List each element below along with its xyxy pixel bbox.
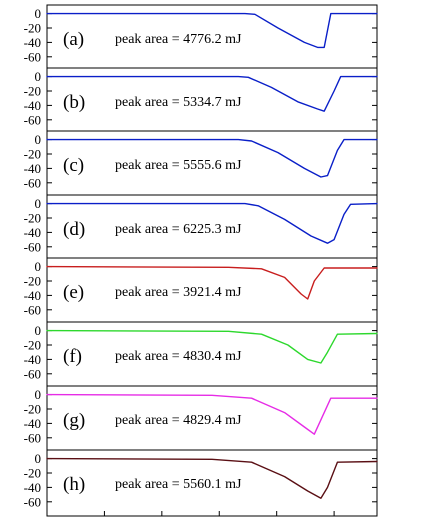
chart-panel: 0-20-40-60 (h) peak area = 5560.1 mJ bbox=[24, 449, 378, 517]
chart-panel: 0-20-40-60 (d) peak area = 6225.3 mJ bbox=[24, 194, 378, 259]
y-tick-label: -20 bbox=[24, 402, 41, 417]
y-tick-label: -40 bbox=[24, 161, 41, 176]
chart-panel: 0-20-40-60 (e) peak area = 3921.4 mJ bbox=[24, 257, 378, 323]
y-tick-label: -20 bbox=[24, 84, 41, 99]
y-tick-label: -40 bbox=[24, 225, 41, 240]
series-line bbox=[46, 202, 378, 244]
chart-panel: 0-20-40-60 (f) peak area = 4830.4 mJ bbox=[24, 321, 378, 387]
series-line bbox=[46, 75, 378, 112]
y-tick-label: -20 bbox=[24, 274, 41, 289]
chart-panel: 0-20-40-60 (c) peak area = 5555.6 mJ bbox=[24, 130, 378, 196]
y-tick-label: -40 bbox=[24, 352, 41, 367]
y-tick-label: -20 bbox=[24, 338, 41, 353]
y-tick-label: -20 bbox=[24, 211, 41, 226]
y-tick-label: -20 bbox=[24, 466, 41, 481]
series-line bbox=[46, 138, 378, 178]
y-tick-label: -60 bbox=[24, 366, 41, 381]
y-tick-label: -60 bbox=[24, 302, 41, 317]
y-tick-label: 0 bbox=[35, 323, 42, 338]
series-line bbox=[46, 457, 378, 499]
y-tick-label: -40 bbox=[24, 35, 41, 50]
y-tick-label: 0 bbox=[35, 6, 42, 21]
panel-label: (g) bbox=[63, 410, 85, 431]
y-tick-label: 0 bbox=[35, 132, 42, 147]
series-line bbox=[46, 329, 378, 364]
y-tick-label: 0 bbox=[35, 259, 42, 274]
y-tick-label: -40 bbox=[24, 288, 41, 303]
peak-area-annotation: peak area = 4830.4 mJ bbox=[115, 349, 242, 364]
y-tick-label: -60 bbox=[24, 239, 41, 254]
series-line bbox=[46, 12, 378, 49]
y-tick-label: -40 bbox=[24, 480, 41, 495]
y-tick-label: -60 bbox=[24, 49, 41, 64]
panel-label: (d) bbox=[63, 219, 85, 240]
series-line bbox=[46, 265, 378, 300]
y-tick-label: 0 bbox=[35, 69, 42, 84]
panel-label: (a) bbox=[63, 29, 84, 50]
panel-label: (b) bbox=[63, 92, 85, 113]
peak-area-annotation: peak area = 3921.4 mJ bbox=[115, 285, 242, 300]
peak-area-annotation: peak area = 4776.2 mJ bbox=[115, 32, 242, 47]
peak-area-annotation: peak area = 5334.7 mJ bbox=[115, 95, 242, 110]
y-tick-label: 0 bbox=[35, 451, 42, 466]
y-tick-label: 0 bbox=[35, 387, 42, 402]
y-tick-label: 0 bbox=[35, 196, 42, 211]
peak-area-annotation: peak area = 5555.6 mJ bbox=[115, 158, 242, 173]
y-tick-label: -20 bbox=[24, 21, 41, 36]
peak-area-annotation: peak area = 4829.4 mJ bbox=[115, 413, 242, 428]
panel-label: (c) bbox=[63, 155, 84, 176]
panel-frame bbox=[46, 449, 378, 517]
chart-panel: 0-20-40-60 (b) peak area = 5334.7 mJ bbox=[24, 67, 378, 132]
y-tick-label: -60 bbox=[24, 430, 41, 445]
panel-label: (e) bbox=[63, 282, 84, 303]
y-tick-label: -60 bbox=[24, 112, 41, 127]
peak-area-annotation: peak area = 5560.1 mJ bbox=[115, 477, 242, 492]
chart-panel: 0-20-40-60 (g) peak area = 4829.4 mJ bbox=[24, 385, 378, 451]
chart-panel: 0-20-40-60 (a) peak area = 4776.2 mJ bbox=[24, 4, 378, 69]
series-line bbox=[46, 393, 378, 435]
y-tick-label: -60 bbox=[24, 494, 41, 509]
panel-label: (f) bbox=[63, 346, 82, 367]
y-tick-label: -20 bbox=[24, 147, 41, 162]
y-tick-label: -60 bbox=[24, 175, 41, 190]
peak-area-annotation: peak area = 6225.3 mJ bbox=[115, 222, 242, 237]
y-tick-label: -40 bbox=[24, 416, 41, 431]
panel-label: (h) bbox=[63, 474, 85, 495]
y-tick-label: -40 bbox=[24, 98, 41, 113]
